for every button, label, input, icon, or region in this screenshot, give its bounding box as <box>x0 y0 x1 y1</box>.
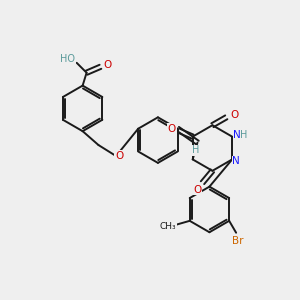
Text: H: H <box>240 130 248 140</box>
Text: Br: Br <box>232 236 244 246</box>
Text: N: N <box>232 156 240 167</box>
Text: CH₃: CH₃ <box>160 222 176 231</box>
Text: O: O <box>115 151 123 161</box>
Text: O: O <box>194 184 202 195</box>
Text: HO: HO <box>60 54 75 64</box>
Text: H: H <box>192 146 199 155</box>
Text: O: O <box>168 124 176 134</box>
Text: O: O <box>103 60 112 70</box>
Text: O: O <box>230 110 238 120</box>
Text: N: N <box>233 130 241 140</box>
